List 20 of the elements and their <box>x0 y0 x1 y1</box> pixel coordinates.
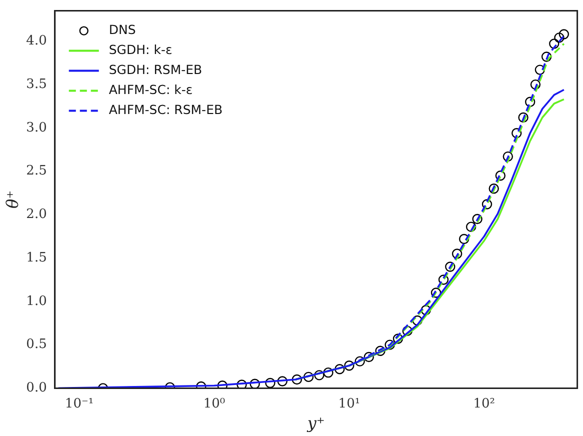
y-axis-title: θ⁺ <box>2 190 22 209</box>
y-tick-label: 3.5 <box>26 76 47 92</box>
y-tick-label: 1.0 <box>26 294 47 309</box>
legend-label: DNS <box>108 22 136 38</box>
legend-label: SGDH: RSM-EB <box>108 62 202 78</box>
y-tick-label: 2.0 <box>26 207 47 222</box>
y-tick-label: 0.0 <box>26 380 47 396</box>
x-tick-label: 10² <box>473 396 496 412</box>
x-axis-title: y⁺ <box>306 414 325 433</box>
x-tick-label: 10⁰ <box>203 396 226 412</box>
y-tick-label: 0.5 <box>26 337 47 352</box>
y-tick-label: 1.5 <box>26 250 47 266</box>
x-tick-label: 10¹ <box>338 396 360 412</box>
y-tick-label: 2.5 <box>26 164 47 179</box>
y-tick-label: 3.0 <box>26 120 47 136</box>
legend-label: AHFM-SC: k-ε <box>108 82 193 98</box>
y-tick-label: 4.0 <box>26 34 47 49</box>
x-tick-label: 10⁻¹ <box>64 396 94 412</box>
legend-label: SGDH: k-ε <box>108 42 172 58</box>
legend-label: AHFM-SC: RSM-EB <box>108 102 223 118</box>
